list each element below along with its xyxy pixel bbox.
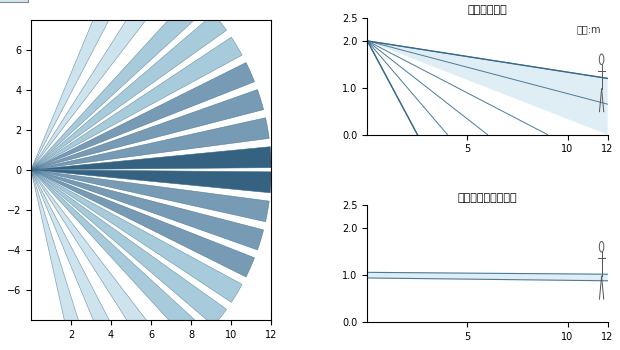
Text: 単位:m: 単位:m xyxy=(577,25,601,35)
Polygon shape xyxy=(31,170,104,350)
Polygon shape xyxy=(31,147,271,170)
Polygon shape xyxy=(31,170,226,326)
Polygon shape xyxy=(31,170,177,350)
Polygon shape xyxy=(31,170,264,250)
Polygon shape xyxy=(31,63,255,170)
Polygon shape xyxy=(31,118,269,170)
Polygon shape xyxy=(31,170,242,302)
Polygon shape xyxy=(31,37,242,170)
Polygon shape xyxy=(31,170,208,347)
Polygon shape xyxy=(367,41,608,135)
Polygon shape xyxy=(31,0,208,170)
Polygon shape xyxy=(367,272,608,281)
Title: マルチエリア: マルチエリア xyxy=(467,5,507,15)
Polygon shape xyxy=(31,170,255,277)
Polygon shape xyxy=(31,170,271,193)
Polygon shape xyxy=(31,170,142,350)
Title: ペットアレイエリア: ペットアレイエリア xyxy=(458,193,517,203)
Polygon shape xyxy=(31,170,269,222)
Polygon shape xyxy=(31,90,264,170)
Polygon shape xyxy=(31,0,177,170)
Polygon shape xyxy=(31,14,226,170)
Polygon shape xyxy=(31,0,142,170)
